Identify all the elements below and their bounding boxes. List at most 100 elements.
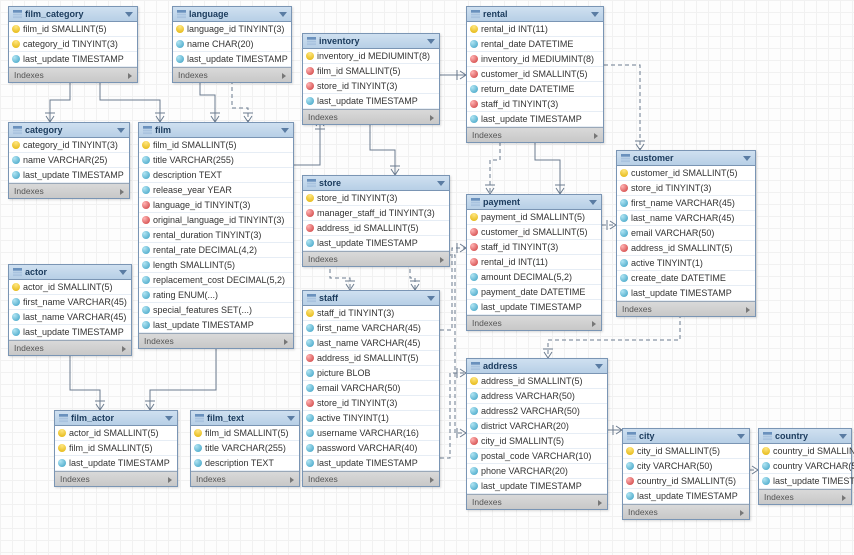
- collapse-icon[interactable]: [737, 434, 745, 439]
- indexes-section[interactable]: Indexes: [303, 251, 449, 266]
- column-row[interactable]: staff_id TINYINT(3): [467, 97, 603, 112]
- table-header[interactable]: inventory: [303, 34, 439, 49]
- table-film[interactable]: filmfilm_id SMALLINT(5)title VARCHAR(255…: [138, 122, 294, 349]
- column-row[interactable]: length SMALLINT(5): [139, 258, 293, 273]
- column-row[interactable]: name VARCHAR(25): [9, 153, 129, 168]
- column-row[interactable]: description TEXT: [139, 168, 293, 183]
- table-header[interactable]: film_actor: [55, 411, 177, 426]
- column-row[interactable]: last_update TIMESTAMP: [303, 94, 439, 109]
- collapse-icon[interactable]: [427, 296, 435, 301]
- indexes-section[interactable]: Indexes: [467, 494, 607, 509]
- column-row[interactable]: rental_duration TINYINT(3): [139, 228, 293, 243]
- column-row[interactable]: country VARCHAR(50): [759, 459, 851, 474]
- collapse-icon[interactable]: [427, 39, 435, 44]
- column-row[interactable]: payment_id SMALLINT(5): [467, 210, 601, 225]
- column-row[interactable]: title VARCHAR(255): [139, 153, 293, 168]
- column-row[interactable]: address_id SMALLINT(5): [467, 374, 607, 389]
- table-header[interactable]: film_category: [9, 7, 137, 22]
- collapse-icon[interactable]: [281, 128, 289, 133]
- column-row[interactable]: email VARCHAR(50): [617, 226, 755, 241]
- table-film_category[interactable]: film_categoryfilm_id SMALLINT(5)category…: [8, 6, 138, 83]
- column-row[interactable]: username VARCHAR(16): [303, 426, 439, 441]
- column-row[interactable]: first_name VARCHAR(45): [303, 321, 439, 336]
- collapse-icon[interactable]: [279, 12, 287, 17]
- column-row[interactable]: store_id TINYINT(3): [303, 191, 449, 206]
- column-row[interactable]: film_id SMALLINT(5): [303, 64, 439, 79]
- column-row[interactable]: last_name VARCHAR(45): [303, 336, 439, 351]
- column-row[interactable]: password VARCHAR(40): [303, 441, 439, 456]
- collapse-icon[interactable]: [165, 416, 173, 421]
- column-row[interactable]: store_id TINYINT(3): [303, 79, 439, 94]
- table-customer[interactable]: customercustomer_id SMALLINT(5)store_id …: [616, 150, 756, 317]
- column-row[interactable]: last_update TIMESTAMP: [759, 474, 851, 489]
- indexes-section[interactable]: Indexes: [617, 301, 755, 316]
- column-row[interactable]: film_id SMALLINT(5): [55, 441, 177, 456]
- column-row[interactable]: staff_id TINYINT(3): [467, 240, 601, 255]
- column-row[interactable]: language_id TINYINT(3): [173, 22, 291, 37]
- collapse-icon[interactable]: [595, 364, 603, 369]
- column-row[interactable]: special_features SET(...): [139, 303, 293, 318]
- column-row[interactable]: country_id SMALLINT(5): [623, 474, 749, 489]
- table-header[interactable]: actor: [9, 265, 131, 280]
- column-row[interactable]: last_update TIMESTAMP: [9, 168, 129, 183]
- table-film_actor[interactable]: film_actoractor_id SMALLINT(5)film_id SM…: [54, 410, 178, 487]
- column-row[interactable]: last_update TIMESTAMP: [467, 112, 603, 127]
- indexes-section[interactable]: Indexes: [759, 489, 851, 504]
- table-payment[interactable]: paymentpayment_id SMALLINT(5)customer_id…: [466, 194, 602, 331]
- column-row[interactable]: actor_id SMALLINT(5): [55, 426, 177, 441]
- table-address[interactable]: addressaddress_id SMALLINT(5)address VAR…: [466, 358, 608, 510]
- column-row[interactable]: description TEXT: [191, 456, 299, 471]
- column-row[interactable]: last_update TIMESTAMP: [467, 479, 607, 494]
- column-row[interactable]: last_update TIMESTAMP: [55, 456, 177, 471]
- column-row[interactable]: rental_rate DECIMAL(4,2): [139, 243, 293, 258]
- collapse-icon[interactable]: [589, 200, 597, 205]
- table-header[interactable]: payment: [467, 195, 601, 210]
- column-row[interactable]: phone VARCHAR(20): [467, 464, 607, 479]
- column-row[interactable]: manager_staff_id TINYINT(3): [303, 206, 449, 221]
- table-film_text[interactable]: film_textfilm_id SMALLINT(5)title VARCHA…: [190, 410, 300, 487]
- table-header[interactable]: country: [759, 429, 851, 444]
- column-row[interactable]: film_id SMALLINT(5): [9, 22, 137, 37]
- indexes-section[interactable]: Indexes: [9, 340, 131, 355]
- column-row[interactable]: last_update TIMESTAMP: [467, 300, 601, 315]
- column-row[interactable]: customer_id SMALLINT(5): [467, 225, 601, 240]
- column-row[interactable]: inventory_id MEDIUMINT(8): [303, 49, 439, 64]
- table-city[interactable]: citycity_id SMALLINT(5)city VARCHAR(50)c…: [622, 428, 750, 520]
- indexes-section[interactable]: Indexes: [467, 127, 603, 142]
- column-row[interactable]: postal_code VARCHAR(10): [467, 449, 607, 464]
- column-row[interactable]: original_language_id TINYINT(3): [139, 213, 293, 228]
- column-row[interactable]: address VARCHAR(50): [467, 389, 607, 404]
- table-header[interactable]: address: [467, 359, 607, 374]
- column-row[interactable]: rating ENUM(...): [139, 288, 293, 303]
- column-row[interactable]: film_id SMALLINT(5): [139, 138, 293, 153]
- column-row[interactable]: last_update TIMESTAMP: [9, 325, 131, 340]
- table-header[interactable]: staff: [303, 291, 439, 306]
- indexes-section[interactable]: Indexes: [9, 67, 137, 82]
- table-staff[interactable]: staffstaff_id TINYINT(3)first_name VARCH…: [302, 290, 440, 487]
- indexes-section[interactable]: Indexes: [191, 471, 299, 486]
- column-row[interactable]: address2 VARCHAR(50): [467, 404, 607, 419]
- collapse-icon[interactable]: [839, 434, 847, 439]
- column-row[interactable]: last_name VARCHAR(45): [617, 211, 755, 226]
- column-row[interactable]: active TINYINT(1): [617, 256, 755, 271]
- collapse-icon[interactable]: [117, 128, 125, 133]
- collapse-icon[interactable]: [125, 12, 133, 17]
- column-row[interactable]: store_id TINYINT(3): [303, 396, 439, 411]
- column-row[interactable]: category_id TINYINT(3): [9, 37, 137, 52]
- column-row[interactable]: address_id SMALLINT(5): [617, 241, 755, 256]
- column-row[interactable]: last_update TIMESTAMP: [623, 489, 749, 504]
- collapse-icon[interactable]: [591, 12, 599, 17]
- table-header[interactable]: store: [303, 176, 449, 191]
- column-row[interactable]: release_year YEAR: [139, 183, 293, 198]
- column-row[interactable]: title VARCHAR(255): [191, 441, 299, 456]
- table-category[interactable]: categorycategory_id TINYINT(3)name VARCH…: [8, 122, 130, 199]
- table-store[interactable]: storestore_id TINYINT(3)manager_staff_id…: [302, 175, 450, 267]
- column-row[interactable]: active TINYINT(1): [303, 411, 439, 426]
- table-header[interactable]: category: [9, 123, 129, 138]
- table-header[interactable]: language: [173, 7, 291, 22]
- column-row[interactable]: city_id SMALLINT(5): [623, 444, 749, 459]
- table-header[interactable]: film_text: [191, 411, 299, 426]
- column-row[interactable]: address_id SMALLINT(5): [303, 221, 449, 236]
- column-row[interactable]: category_id TINYINT(3): [9, 138, 129, 153]
- column-row[interactable]: last_update TIMESTAMP: [173, 52, 291, 67]
